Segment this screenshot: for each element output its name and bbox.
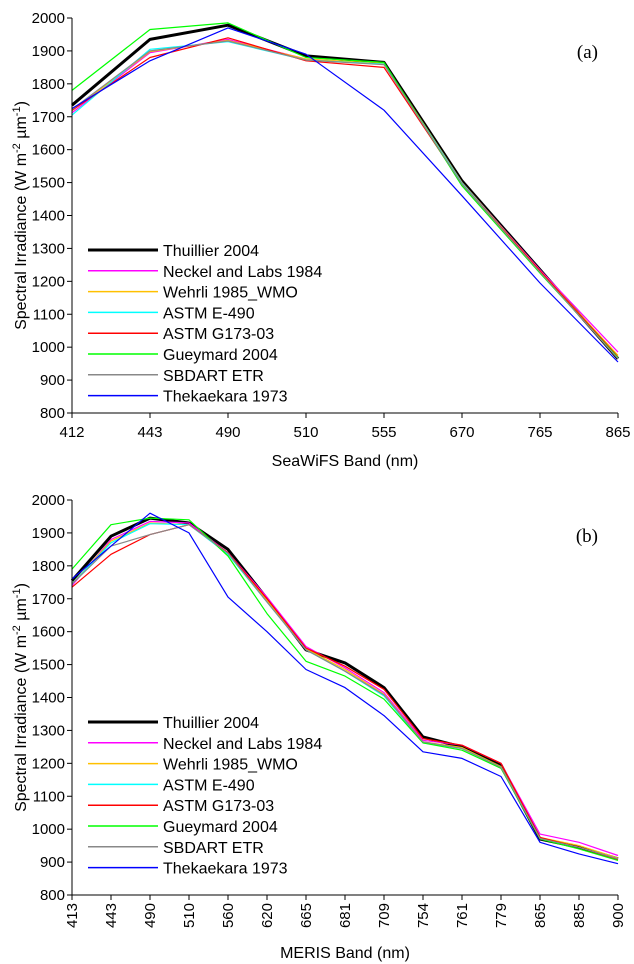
y-tick-label: 1500 (32, 657, 65, 674)
x-tick-label: 709 (376, 903, 393, 928)
y-tick-label: 800 (40, 887, 65, 904)
series-line-1 (71, 38, 619, 353)
y-tick-label: 1900 (32, 43, 65, 60)
series-line-7 (71, 27, 619, 363)
series-line-5 (71, 517, 619, 861)
series-line-7 (71, 512, 619, 865)
x-tick-label: 900 (610, 903, 627, 928)
legend-label: Thekaekara 1973 (163, 861, 288, 878)
series-line-4 (71, 37, 619, 358)
y-tick-label: 1100 (33, 306, 65, 323)
y-tick-label: 1700 (32, 591, 65, 608)
y-tick-label: 1300 (32, 240, 65, 257)
series-line-2 (71, 39, 619, 356)
y-axis-title: Spectral Irradiance (W m-2 µm-1) (11, 583, 30, 812)
legend-label: ASTM E-490 (163, 777, 255, 794)
legend-label: Neckel and Labs 1984 (163, 264, 322, 281)
x-tick-label: 510 (181, 903, 198, 928)
y-axis-title: Spectral Irradiance (W m-2 µm-1) (11, 101, 30, 330)
y-tick-label: 1400 (32, 208, 65, 225)
legend-label: Wehrli 1985_WMO (163, 757, 298, 774)
legend-label: ASTM G173-03 (163, 798, 274, 815)
legend-label: ASTM E-490 (163, 305, 255, 322)
y-tick-label: 1000 (32, 339, 65, 356)
x-tick-label: 413 (64, 903, 81, 928)
x-tick-label: 754 (415, 903, 432, 928)
x-tick-label: 865 (532, 903, 549, 928)
x-tick-label: 885 (571, 903, 588, 928)
series-line-6 (71, 40, 619, 360)
y-tick-label: 1500 (32, 175, 65, 192)
x-tick-label: 412 (59, 424, 84, 441)
x-tick-label: 765 (527, 424, 552, 441)
y-tick-label: 1300 (32, 722, 65, 739)
y-tick-label: 1900 (32, 525, 65, 542)
legend-label: SBDART ETR (163, 368, 264, 385)
y-tick-label: 1400 (32, 690, 65, 707)
series-line-2 (71, 522, 619, 859)
x-tick-label: 555 (371, 424, 396, 441)
x-tick-label: 490 (142, 903, 159, 928)
x-tick-label: 761 (454, 903, 471, 928)
x-tick-label: 443 (137, 424, 162, 441)
series-line-0 (71, 23, 620, 360)
legend-label: Neckel and Labs 1984 (163, 736, 322, 753)
y-tick-label: 1700 (32, 109, 65, 126)
x-tick-label: 670 (449, 424, 474, 441)
panel-label: (b) (576, 526, 598, 547)
chart-panel-a: 800 900 1000 1100 1200 1300 1400 1500 1600 1700 18… (11, 10, 631, 470)
y-tick-label: 2000 (32, 10, 65, 27)
legend-label: Thuillier 2004 (163, 243, 259, 260)
legend-label: ASTM G173-03 (163, 326, 274, 343)
y-tick-label: 2000 (32, 492, 65, 509)
y-tick-label: 1800 (32, 558, 65, 575)
legend-label: Wehrli 1985_WMO (163, 285, 298, 302)
x-tick-label: 443 (103, 903, 120, 928)
y-tick-label: 800 (40, 405, 65, 422)
x-tick-label: 560 (220, 903, 237, 928)
y-tick-label: 1100 (33, 788, 65, 805)
panel-label: (a) (577, 42, 598, 63)
x-tick-label: 865 (605, 424, 630, 441)
x-tick-label: 620 (259, 903, 276, 928)
chart-panel-b: 800 900 1000 1100 1200 1300 1400 1500 1600 1700 18… (11, 492, 627, 962)
legend-label: Gueymard 2004 (163, 347, 278, 364)
y-tick-label: 1000 (32, 821, 65, 838)
series-line-6 (71, 524, 619, 860)
x-axis-title: SeaWiFS Band (nm) (272, 453, 419, 470)
y-tick-label: 1600 (32, 142, 65, 159)
x-tick-label: 779 (493, 903, 510, 928)
y-tick-label: 900 (40, 372, 65, 389)
x-tick-label: 490 (215, 424, 240, 441)
x-axis-title: MERIS Band (nm) (280, 945, 410, 962)
legend-label: SBDART ETR (163, 840, 264, 857)
y-tick-label: 900 (40, 854, 65, 871)
x-tick-label: 665 (298, 903, 315, 928)
x-tick-label: 681 (337, 903, 354, 928)
series-line-3 (71, 41, 619, 359)
y-tick-label: 1800 (32, 76, 65, 93)
y-tick-label: 1600 (32, 624, 65, 641)
y-tick-label: 1200 (32, 755, 65, 772)
series-line-4 (71, 524, 619, 861)
legend-label: Thekaekara 1973 (163, 389, 288, 406)
series-line-5 (71, 22, 619, 359)
series-line-3 (71, 523, 619, 860)
x-tick-label: 510 (293, 424, 318, 441)
y-tick-label: 1200 (32, 273, 65, 290)
series-line-1 (71, 520, 619, 857)
legend-label: Gueymard 2004 (163, 819, 278, 836)
legend-label: Thuillier 2004 (163, 715, 259, 732)
series-line-0 (70, 516, 619, 861)
